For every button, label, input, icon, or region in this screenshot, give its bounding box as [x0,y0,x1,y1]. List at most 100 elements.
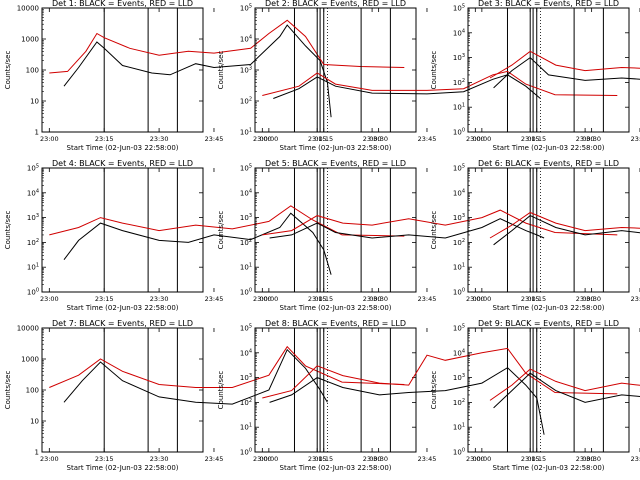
x-axis-label: Start Time (02-Jun-03 22:58:00) [493,304,605,312]
x-tick-label: 23:15 [521,455,540,463]
x-axis-label: Start Time (02-Jun-03 22:58:00) [493,144,605,152]
y-tick-exponent: 2 [36,238,39,244]
y-tick-label: 1 [35,129,39,137]
x-tick-label: 23:15 [95,135,114,143]
detector-panel-7: Det 7: BLACK = Events, RED = LLD11010010… [4,319,405,472]
x-tick-label: 00:30 [369,135,388,143]
series-lld-line [489,50,640,79]
y-tick-label: 10000 [17,325,39,333]
series-lld-line [262,209,618,236]
y-tick-label: 102 [453,78,465,87]
y-tick-label: 102 [240,398,252,407]
plot-frame [467,167,630,293]
y-tick-exponent: 1 [249,423,252,429]
x-tick-label: 23:45 [631,455,640,463]
y-tick-label: 1 [35,449,39,457]
y-axis-label: Counts/sec [430,51,438,90]
y-tick-label: 104 [240,35,252,44]
y-tick-exponent: 2 [249,97,252,103]
x-tick-label: 00:15 [314,295,333,303]
x-tick-label: 23:15 [521,295,540,303]
y-tick-label: 10 [30,98,39,106]
x-tick-label: 00:00 [259,135,278,143]
panel-title: Det 8: BLACK = Events, RED = LLD [265,319,406,328]
y-axis-label: Counts/sec [430,211,438,250]
y-tick-label: 104 [453,28,465,37]
series-events-line [493,56,640,89]
y-tick-label: 104 [27,188,39,197]
x-tick-label: 00:30 [582,455,601,463]
x-tick-label: 00:30 [369,295,388,303]
x-tick-label: 23:00 [466,455,485,463]
y-tick-label: 103 [240,213,252,222]
x-tick-label: 23:15 [521,135,540,143]
y-tick-exponent: 1 [36,263,39,269]
y-tick-label: 103 [240,373,252,382]
x-axis-label: Start Time (02-Jun-03 22:58:00) [67,464,179,472]
y-tick-label: 1000 [21,36,39,44]
plot-frame [41,7,204,133]
y-axis-label: Counts/sec [430,371,438,410]
x-tick-label: 23:30 [363,295,382,303]
x-tick-label: 00:00 [259,455,278,463]
x-tick-label: 23:30 [150,295,169,303]
y-tick-exponent: 3 [462,373,465,379]
series-events-line [269,367,545,435]
y-axis-label: Counts/sec [4,211,12,250]
y-tick-exponent: 5 [462,324,465,330]
y-axis-label: Counts/sec [217,211,225,250]
x-tick-label: 23:00 [40,455,59,463]
y-tick-exponent: 5 [249,324,252,330]
y-tick-label: 10000 [17,5,39,13]
series-events-line [63,348,328,405]
y-tick-exponent: 0 [462,128,465,134]
panel-title: Det 3: BLACK = Events, RED = LLD [478,0,619,8]
y-tick-exponent: 2 [462,398,465,404]
y-tick-exponent: 0 [249,288,252,294]
x-tick-label: 00:30 [369,455,388,463]
detector-panel-4: Det 4: BLACK = Events, RED = LLD10010110… [4,159,405,312]
y-tick-label: 103 [453,53,465,62]
detector-panel-2: Det 2: BLACK = Events, RED = LLD10110210… [217,0,618,152]
series-events-line [273,74,541,99]
x-tick-label: 00:00 [472,455,491,463]
x-tick-label: 23:00 [253,135,272,143]
y-tick-label: 105 [453,324,465,333]
y-tick-exponent: 4 [36,188,39,194]
y-tick-exponent: 3 [249,373,252,379]
y-tick-label: 104 [240,188,252,197]
x-axis-label: Start Time (02-Jun-03 22:58:00) [67,144,179,152]
y-tick-label: 105 [240,324,252,333]
series-lld-line [49,205,405,237]
y-tick-exponent: 5 [36,164,39,170]
x-tick-label: 23:00 [466,135,485,143]
y-tick-label: 101 [240,423,252,432]
x-tick-label: 00:15 [314,135,333,143]
y-axis-label: Counts/sec [217,371,225,410]
y-tick-label: 104 [240,348,252,357]
x-tick-label: 23:45 [205,135,224,143]
x-tick-label: 23:15 [95,455,114,463]
y-tick-exponent: 4 [249,35,252,41]
y-tick-exponent: 3 [249,213,252,219]
y-tick-label: 100 [453,448,465,457]
y-tick-label: 101 [27,263,39,272]
x-tick-label: 23:00 [253,455,272,463]
y-tick-label: 105 [27,164,39,173]
y-tick-label: 105 [453,164,465,173]
y-tick-exponent: 3 [462,53,465,59]
x-tick-label: 23:30 [150,135,169,143]
x-tick-label: 23:45 [205,295,224,303]
y-tick-exponent: 2 [249,398,252,404]
series-events-line [269,218,545,239]
x-tick-label: 23:45 [418,135,437,143]
y-tick-label: 105 [240,164,252,173]
y-tick-exponent: 5 [462,164,465,170]
y-axis-label: Counts/sec [4,51,12,90]
panel-title: Det 5: BLACK = Events, RED = LLD [265,159,406,168]
y-tick-label: 100 [240,448,252,457]
y-tick-exponent: 4 [462,188,465,194]
y-tick-exponent: 3 [462,213,465,219]
y-tick-label: 102 [240,97,252,106]
